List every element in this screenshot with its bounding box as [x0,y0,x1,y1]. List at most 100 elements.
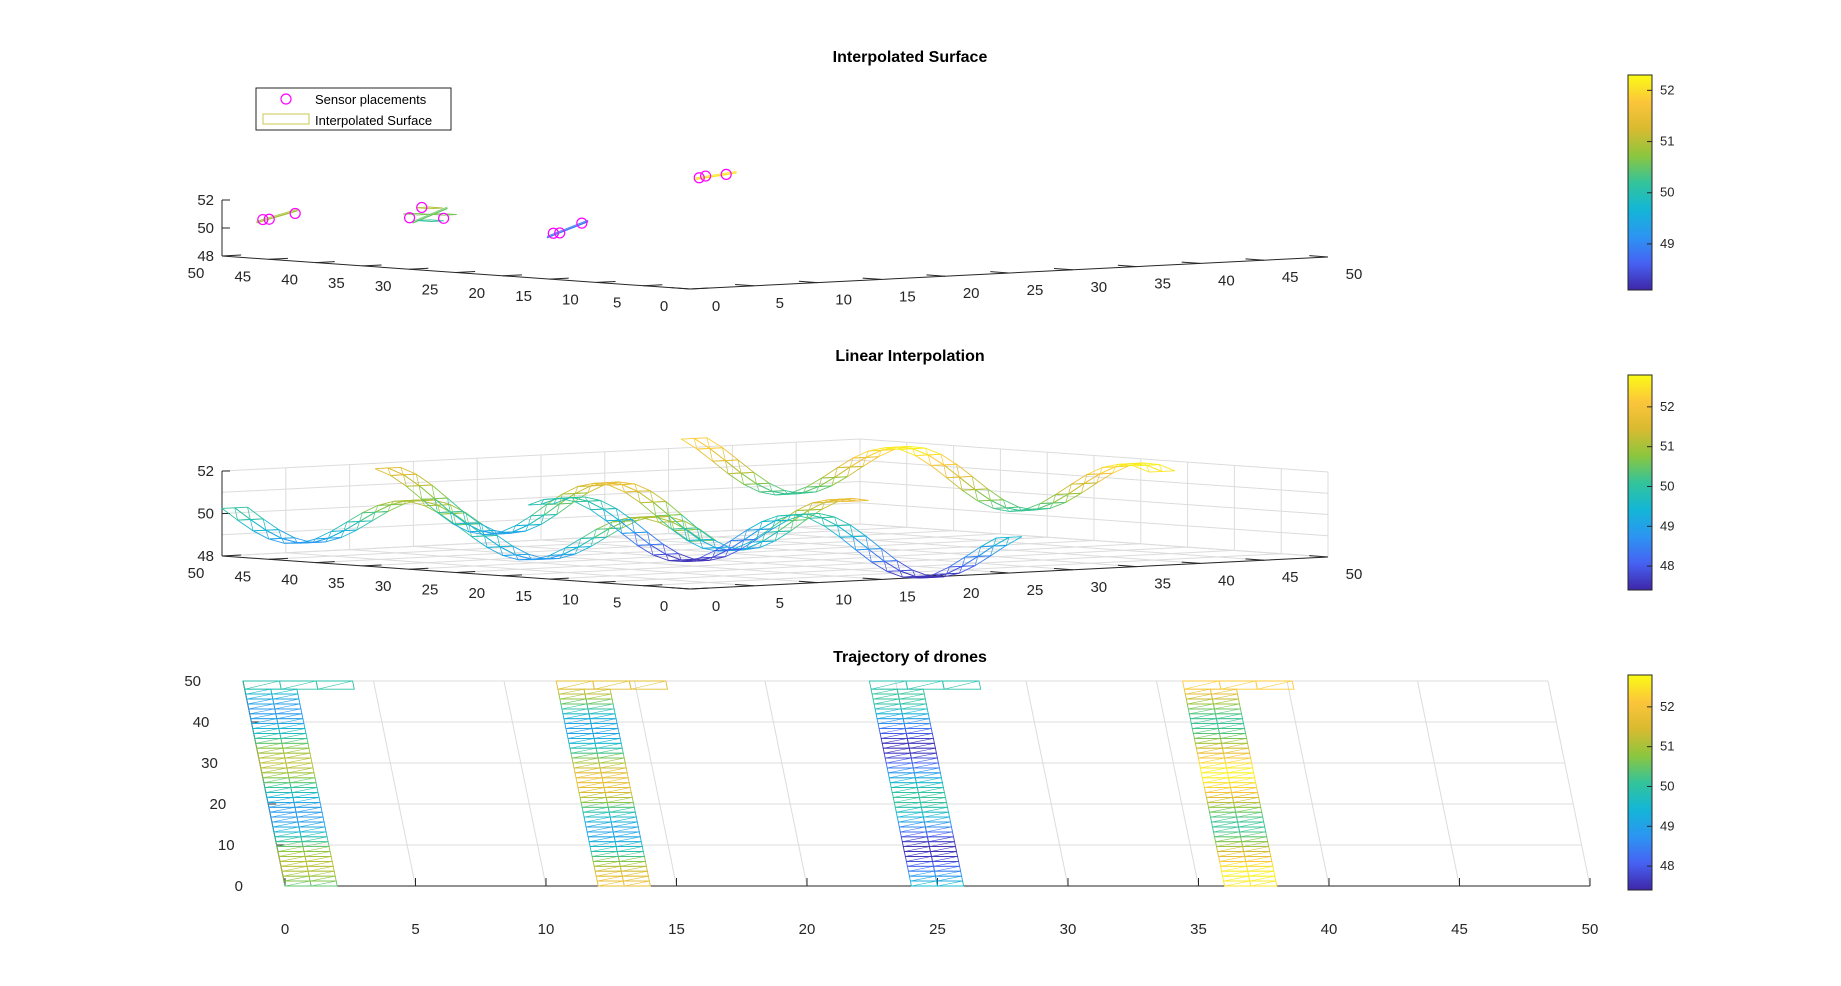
mesh-diagonal [961,556,966,567]
mesh-diagonal [624,880,650,887]
mesh-diagonal [1231,787,1257,793]
mesh-diagonal [1018,506,1022,511]
mesh-diagonal [665,554,669,561]
mesh-diagonal [1229,777,1255,783]
y-tick-label: 35 [328,575,345,592]
mesh-diagonal [584,496,589,502]
mesh-diagonal [637,516,641,521]
y-tick-mark [315,261,335,264]
mesh-diagonal [584,688,611,695]
mesh-diagonal [872,688,898,695]
mesh-diagonal [1208,802,1234,808]
y-tick-mark [596,280,616,283]
mesh-diagonal [250,713,276,720]
mesh-diagonal [1232,792,1258,798]
colorbar: 48 49 50 51 52 [1627,674,1674,891]
mesh-diagonal [912,448,916,456]
mesh-diagonal [906,856,932,862]
mesh-diagonal [574,547,579,555]
mesh-diagonal [595,866,621,872]
mesh-diagonal [509,531,513,534]
sensor-marker [693,172,705,184]
mesh-diagonal [681,514,685,529]
mesh-diagonal [525,524,529,532]
y-tick-label: 45 [234,568,251,585]
mesh-diagonal [601,767,627,774]
mesh-diagonal [574,767,601,774]
colorbar-bar [1627,674,1653,891]
mesh-diagonal [273,698,299,705]
legend-marker-sensor [280,93,292,105]
x-tick-label: 50 [1582,921,1599,938]
x-tick-label: 30 [1090,279,1107,296]
mesh-diagonal [916,777,942,783]
mesh-diagonal [356,521,360,531]
y-tick-label: 40 [281,572,298,589]
mesh-diagonal [452,513,457,526]
y-tick-label: 15 [515,288,532,305]
y-tick-label: 30 [375,578,392,595]
mesh-diagonal [248,703,274,710]
mesh-diagonal [821,517,825,527]
chart-title: Trajectory of drones [833,649,987,666]
surface-segment [546,220,589,239]
mesh-diagonal [898,688,924,695]
mesh-diagonal [940,454,945,465]
y-tick-label: 5 [613,295,621,312]
mesh-diagonal [284,880,311,887]
mesh-diagonal [888,767,914,774]
mesh-diagonal [274,831,301,838]
mesh-diagonal [831,477,835,486]
mesh-diagonal [587,501,591,510]
mesh-diagonal [1005,507,1010,512]
mesh-diagonal [987,488,991,501]
mesh-diagonal [293,797,320,803]
mesh-diagonal [1217,846,1243,852]
mesh-diagonal [594,733,620,739]
mesh-diagonal [560,698,587,705]
mesh-diagonal [289,777,316,783]
mesh-diagonal [557,680,593,690]
mesh-diagonal [722,447,726,461]
x-tick-label: 40 [1218,272,1235,289]
mesh-diagonal [927,454,932,466]
mesh-diagonal [562,547,566,555]
mesh-diagonal [1220,861,1246,867]
mesh-diagonal [787,515,791,521]
mesh-diagonal [1206,792,1232,798]
mesh-diagonal [918,787,944,793]
x-tick-label: 25 [1027,282,1044,299]
mesh-diagonal [603,509,607,521]
mesh-diagonal [1218,723,1244,729]
mesh-diagonal [662,543,667,555]
mesh-diagonal [308,866,334,872]
sensor-marker [554,227,566,239]
mesh-diagonal [977,546,981,557]
grid-line [1025,680,1069,887]
mesh-diagonal [907,680,943,690]
mesh-diagonal [279,728,306,734]
mesh-diagonal [1212,821,1238,828]
mesh-diagonal [371,512,376,521]
mesh-diagonal [590,841,616,847]
mesh-diagonal [564,718,591,724]
sensor-marker [576,217,588,229]
mesh-diagonal [286,762,313,769]
mesh-diagonal [883,561,888,572]
mesh-diagonal [561,703,588,710]
mesh-diagonal [299,826,326,833]
mesh-diagonal [468,524,472,537]
colorbar-tick-label: 50 [1660,185,1674,200]
mesh-diagonal [278,529,282,539]
mesh-diagonal [892,787,918,793]
mesh-diagonal [1237,816,1263,823]
mesh-diagonal [634,483,638,492]
mesh-diagonal [1245,856,1271,862]
mesh-diagonal [1239,826,1265,833]
mesh-diagonal [1207,797,1233,803]
mesh-diagonal [621,521,626,529]
mesh-diagonal [849,524,854,537]
mesh-diagonal [1200,762,1226,769]
x-tick-mark [671,287,691,290]
